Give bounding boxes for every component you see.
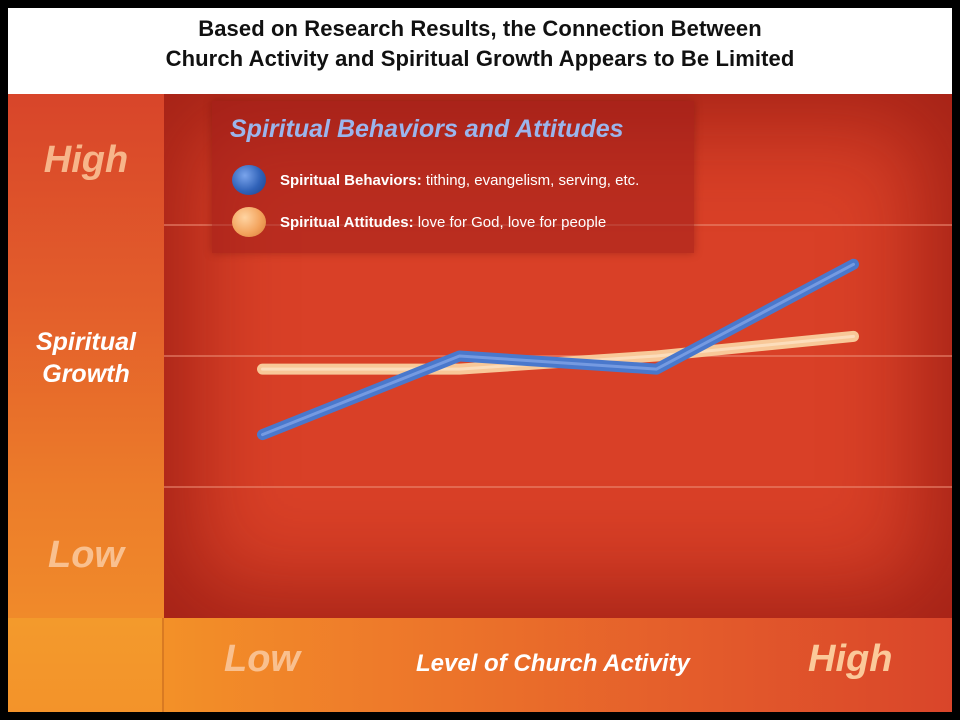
orange-sphere-icon (232, 207, 266, 237)
x-axis-title: Level of Church Activity (416, 650, 690, 677)
x-axis-corner (8, 618, 164, 712)
legend-item-behaviors-name: Spiritual Behaviors: (280, 171, 422, 189)
y-axis-low-label: Low (48, 534, 124, 576)
grid-layer (164, 224, 952, 488)
x-axis-low-label: Low (224, 638, 300, 680)
y-axis-title: Spiritual Growth (8, 326, 164, 390)
chart-title-line-1: Based on Research Results, the Connectio… (198, 16, 762, 41)
legend-item-attitudes: Spiritual Attitudes: love for God, love … (232, 205, 606, 239)
y-axis-panel: High Spiritual Growth Low (8, 94, 164, 618)
legend: Spiritual Behaviors and Attitudes Spirit… (212, 101, 694, 253)
x-axis-band: Low Level of Church Activity High (8, 618, 952, 712)
series-line-behaviors-highlight (261, 262, 855, 437)
blue-sphere-icon (232, 165, 266, 195)
chart-title-line-2: Church Activity and Spiritual Growth App… (165, 46, 795, 71)
legend-title: Spiritual Behaviors and Attitudes (230, 115, 624, 143)
series-layer (257, 258, 859, 441)
legend-item-behaviors: Spiritual Behaviors: tithing, evangelism… (232, 163, 639, 197)
legend-item-behaviors-desc: tithing, evangelism, serving, etc. (421, 171, 640, 189)
legend-item-attitudes-desc: love for God, love for people (413, 213, 607, 231)
slide: Based on Research Results, the Connectio… (8, 8, 952, 712)
title-band: Based on Research Results, the Connectio… (8, 8, 952, 94)
y-axis-title-line-1: Spiritual (35, 328, 136, 356)
legend-item-attitudes-name: Spiritual Attitudes: (280, 213, 414, 231)
x-axis-high-label: High (808, 638, 893, 680)
y-axis-high-label: High (43, 139, 129, 181)
y-axis-title-line-2: Growth (42, 360, 130, 388)
